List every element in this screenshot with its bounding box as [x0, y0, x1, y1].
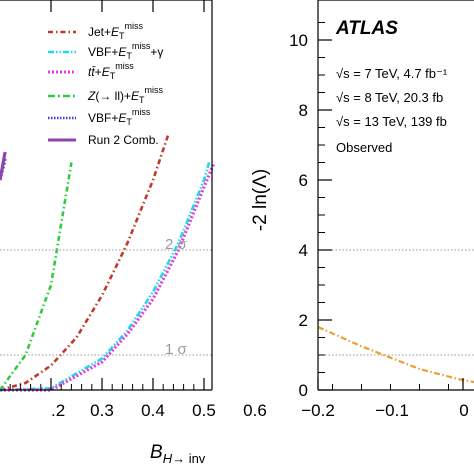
- right-series-orange: [317, 325, 474, 384]
- legend-ttbar-e: E: [102, 65, 111, 79]
- left-xtick-label-2: 0.4: [141, 401, 165, 420]
- left-x-axis-title: BH→ inv: [150, 442, 206, 466]
- legend-label-jet: Jet+ETmiss: [88, 21, 144, 41]
- legend-label-comb: Run 2 Comb.: [88, 133, 159, 147]
- legend: Jet+ETmiss VBF+ETmiss+γ tt̄+ETmiss Z(→ l…: [48, 21, 164, 147]
- xtitle-arrow: → inv: [172, 451, 206, 466]
- left-xtick-label-0: .2: [51, 401, 65, 420]
- xtitle-b: B: [150, 442, 163, 463]
- right-panel: 0 2 4 6 8 10 −0.2 −0.1 0 -2 ln(Λ) ATLAS √s = 7 …: [250, 0, 474, 420]
- left-x-ticks: .2 0.3 0.4 0.5 0.6: [9, 0, 267, 420]
- right-ytick-label-0: 0: [299, 381, 308, 400]
- left-series-3: [0, 162, 73, 391]
- atlas-label: ATLAS: [335, 18, 398, 39]
- legend-label-vbf-gamma: VBF+ETmiss+γ: [88, 41, 163, 61]
- left-series-group: [0, 134, 216, 392]
- legend-zll-sup: miss: [145, 85, 164, 95]
- right-xtick-label-2: 0: [459, 401, 468, 420]
- left-series-0: [0, 134, 170, 392]
- left-series-5: [0, 151, 7, 181]
- left-refline-label-2sigma: 2 σ: [165, 236, 188, 253]
- legend-zll-sub: T: [139, 95, 145, 105]
- left-xtick-label-3: 0.5: [192, 401, 216, 420]
- legend-jet-sub: T: [119, 31, 125, 41]
- right-ytick-label-3: 6: [299, 171, 308, 190]
- right-x-ticks: −0.2 −0.1 0: [301, 378, 469, 420]
- legend-label-zll: Z(→ ll)+ETmiss: [87, 85, 164, 105]
- info-line-13tev: √s = 13 TeV, 139 fb: [336, 114, 447, 129]
- legend-zll-mid: (→ ll)+: [95, 89, 131, 103]
- legend-label-ttbar: tt̄+ETmiss: [88, 61, 134, 81]
- info-line-7tev: √s = 7 TeV, 4.7 fb⁻¹: [336, 66, 448, 81]
- left-series-2: [0, 161, 216, 392]
- legend-vbfg-sup: miss: [132, 41, 151, 51]
- legend-ttbar-sup: miss: [115, 61, 134, 71]
- legend-ttbar-prefix: tt̄: [88, 65, 96, 79]
- right-reference-lines: [318, 249, 474, 356]
- legend-vbf-sub: T: [126, 117, 132, 127]
- legend-label-vbf: VBF+ETmiss: [88, 107, 151, 127]
- left-panel: 2 σ 1 σ .2 0.3 0.4 0.5 0.6 Jet+ETmiss VBF+ET…: [0, 0, 267, 466]
- left-refline-label-1sigma: 1 σ: [165, 341, 188, 358]
- legend-vbfg-suffix: +γ: [150, 45, 163, 59]
- legend-vbf-e: E: [118, 111, 127, 125]
- left-xtick-label-4: 0.6: [243, 401, 267, 420]
- info-observed: Observed: [336, 140, 392, 155]
- legend-jet-e: E: [111, 25, 120, 39]
- legend-vbf-prefix: VBF+: [88, 111, 118, 125]
- right-ytick-label-1: 2: [299, 311, 308, 330]
- right-series-group: [317, 325, 474, 384]
- legend-vbfg-sub: T: [126, 51, 132, 61]
- right-y-ticks: 0 2 4 6 8 10: [289, 22, 332, 400]
- right-ytick-label-5: 10: [289, 31, 308, 50]
- legend-vbfg-prefix: VBF+: [88, 45, 118, 59]
- right-xtick-label-0: −0.2: [301, 401, 335, 420]
- left-reference-lines: [0, 249, 212, 356]
- legend-jet-sup: miss: [125, 21, 144, 31]
- xtitle-h: H: [163, 451, 173, 466]
- right-xtick-label-1: −0.1: [375, 401, 409, 420]
- right-ytick-label-4: 8: [299, 101, 308, 120]
- legend-ttbar-sub: T: [110, 71, 116, 81]
- legend-zll-e: E: [131, 89, 140, 103]
- legend-vbf-sup: miss: [132, 107, 151, 117]
- legend-zll-z: Z: [87, 89, 96, 103]
- info-line-8tev: √s = 8 TeV, 20.3 fb: [336, 90, 443, 105]
- legend-jet-prefix: Jet+: [88, 25, 111, 39]
- right-y-axis-title: -2 ln(Λ): [250, 169, 271, 231]
- legend-ttbar-plus: +: [95, 65, 102, 79]
- right-ytick-label-2: 4: [299, 241, 308, 260]
- left-xtick-label-1: 0.3: [90, 401, 114, 420]
- left-series-1: [0, 162, 211, 392]
- legend-vbfg-e: E: [118, 45, 127, 59]
